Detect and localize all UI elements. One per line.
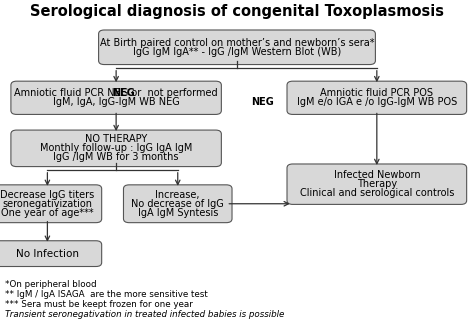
FancyBboxPatch shape <box>11 81 221 114</box>
Text: IgM, IgA, IgG-IgM WB NEG: IgM, IgA, IgG-IgM WB NEG <box>53 97 180 107</box>
FancyBboxPatch shape <box>287 81 466 114</box>
Text: IgM e/o IGA e /o IgG-IgM WB POS: IgM e/o IGA e /o IgG-IgM WB POS <box>297 97 457 107</box>
Text: Amniotic fluid PCR NEG or  not performed: Amniotic fluid PCR NEG or not performed <box>14 88 218 98</box>
Text: *On peripheral blood: *On peripheral blood <box>5 280 96 289</box>
Text: Amniotic fluid PCR POS: Amniotic fluid PCR POS <box>320 88 433 98</box>
FancyBboxPatch shape <box>0 241 101 267</box>
Text: Increase,: Increase, <box>155 190 200 200</box>
Text: ** IgM / IgA ISAGA  are the more sensitive test: ** IgM / IgA ISAGA are the more sensitiv… <box>5 290 208 299</box>
Text: *** Sera must be keept frozen for one year: *** Sera must be keept frozen for one ye… <box>5 300 192 309</box>
Text: Infected Newborn: Infected Newborn <box>334 170 420 180</box>
Text: No Infection: No Infection <box>16 249 79 259</box>
Text: NEG: NEG <box>112 88 135 98</box>
Text: Amniotic fluid PCR NEG or  not performed: Amniotic fluid PCR NEG or not performed <box>14 88 218 98</box>
Text: Clinical and serological controls: Clinical and serological controls <box>300 188 454 198</box>
Text: Therapy: Therapy <box>357 179 397 189</box>
FancyBboxPatch shape <box>123 185 232 223</box>
Text: At Birth paired control on mother’s and newborn’s sera*: At Birth paired control on mother’s and … <box>100 38 374 48</box>
Text: One year of age***: One year of age*** <box>1 208 94 218</box>
Text: IgG /IgM WB for 3 months: IgG /IgM WB for 3 months <box>54 153 179 162</box>
Text: IgM, IgA, IgG-IgM WB NEG: IgM, IgA, IgG-IgM WB NEG <box>53 97 180 107</box>
Text: Transient seronegativation in treated infected babies is possible: Transient seronegativation in treated in… <box>5 310 284 319</box>
FancyBboxPatch shape <box>11 130 221 167</box>
Text: Monthly follow-up : IgG IgA IgM: Monthly follow-up : IgG IgA IgM <box>40 143 192 153</box>
Text: IgA IgM Syntesis: IgA IgM Syntesis <box>137 208 218 218</box>
Text: Amniotic fluid PCR POS: Amniotic fluid PCR POS <box>320 88 433 98</box>
FancyBboxPatch shape <box>287 164 466 204</box>
Text: NEG: NEG <box>251 97 274 107</box>
FancyBboxPatch shape <box>0 185 101 223</box>
Text: IgG IgM IgA** - IgG /IgM Western Blot (WB): IgG IgM IgA** - IgG /IgM Western Blot (W… <box>133 47 341 57</box>
FancyBboxPatch shape <box>99 30 375 65</box>
Text: Serological diagnosis of congenital Toxoplasmosis: Serological diagnosis of congenital Toxo… <box>30 4 444 19</box>
Text: IgM e/o IGA e /o IgG-IgM WB POS: IgM e/o IGA e /o IgG-IgM WB POS <box>297 97 457 107</box>
Text: Decrease IgG titers: Decrease IgG titers <box>0 190 94 200</box>
Text: NO THERAPY: NO THERAPY <box>85 134 147 144</box>
Text: seronegativization: seronegativization <box>2 199 92 209</box>
Text: No decrease of IgG: No decrease of IgG <box>131 199 224 209</box>
